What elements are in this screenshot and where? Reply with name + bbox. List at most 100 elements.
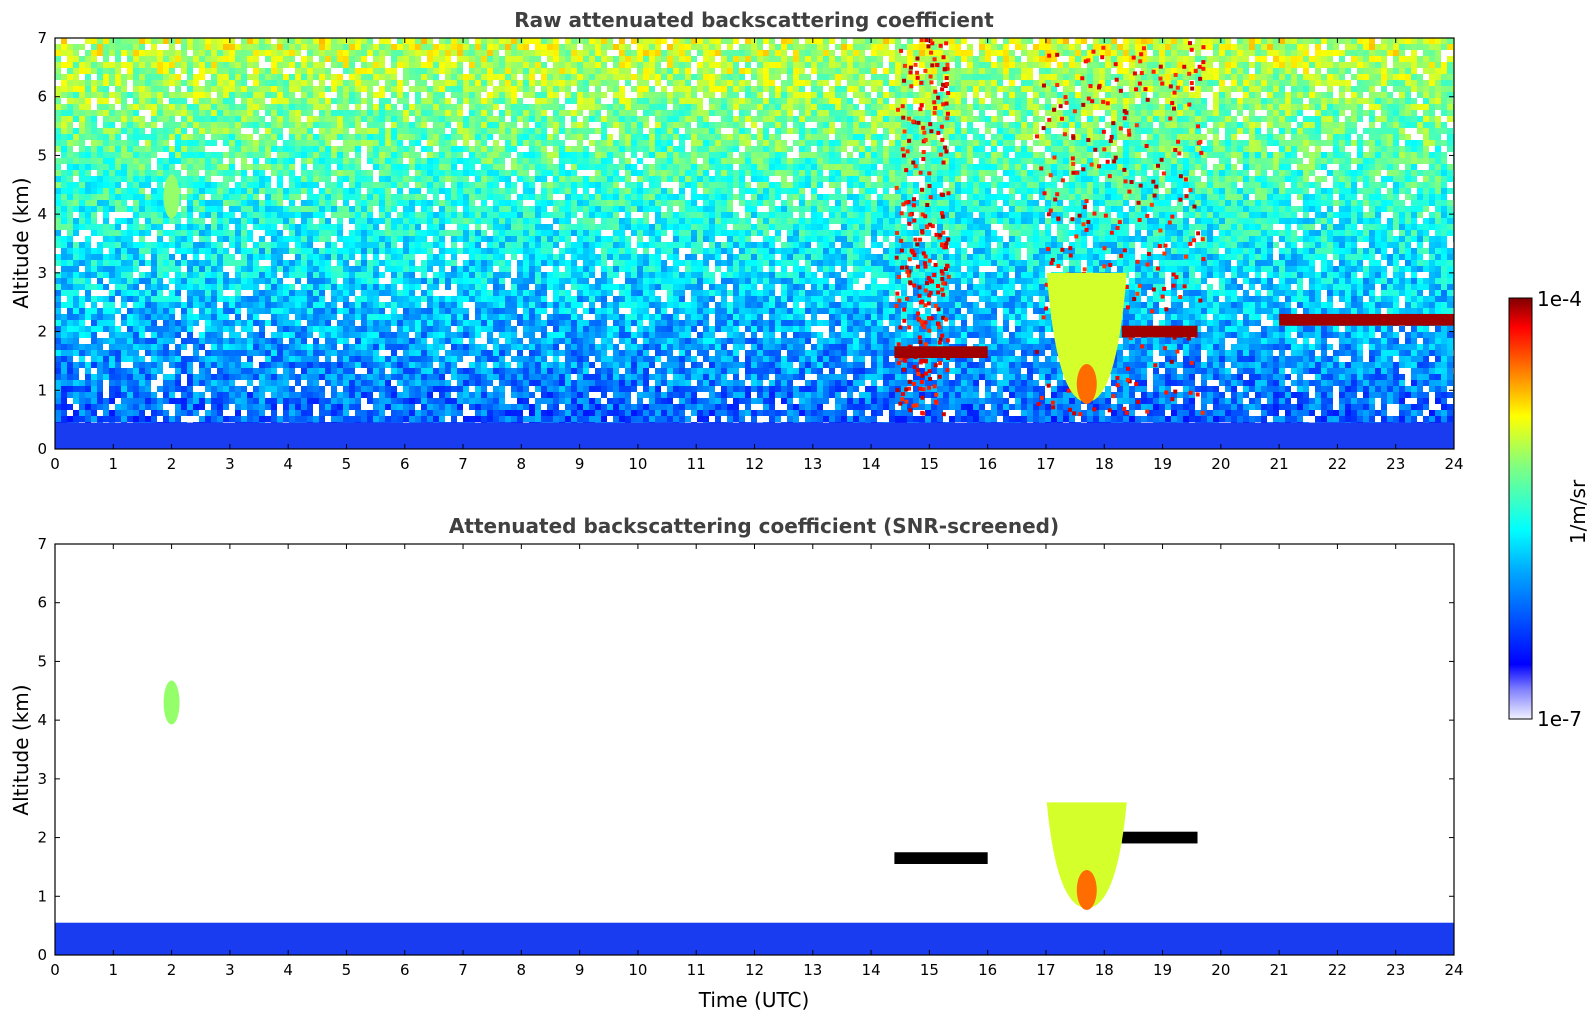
noise-cell: [937, 164, 943, 170]
noise-cell: [535, 110, 541, 116]
noise-cell: [739, 164, 745, 170]
noise-cell: [661, 152, 667, 158]
noise-cell: [199, 98, 205, 104]
noise-cell: [859, 134, 865, 140]
noise-cell: [157, 56, 163, 62]
noise-cell: [1219, 98, 1225, 104]
noise-cell: [433, 86, 439, 92]
noise-cell: [349, 74, 355, 80]
noise-cell: [283, 38, 289, 44]
noise-cell: [1093, 62, 1099, 68]
noise-cell: [307, 50, 313, 56]
noise-cell: [475, 50, 481, 56]
noise-cell: [1435, 158, 1441, 164]
noise-cell: [169, 50, 175, 56]
noise-cell: [913, 134, 919, 140]
noise-cell: [1381, 134, 1387, 140]
noise-cell: [463, 116, 469, 122]
noise-cell: [865, 152, 871, 158]
noise-cell: [487, 110, 493, 116]
noise-cell: [247, 152, 253, 158]
noise-cell: [1351, 176, 1357, 182]
noise-cell: [367, 116, 373, 122]
noise-cell: [955, 140, 961, 146]
noise-cell: [349, 62, 355, 68]
noise-cell: [511, 50, 517, 56]
noise-cell: [265, 134, 271, 140]
noise-cell: [211, 44, 217, 50]
noise-cell: [865, 80, 871, 86]
noise-cell: [1219, 146, 1225, 152]
noise-cell: [1015, 146, 1021, 152]
noise-cell: [529, 80, 535, 86]
noise-cell: [1387, 80, 1393, 86]
noise-cell: [1387, 68, 1393, 74]
noise-cell: [127, 110, 133, 116]
noise-cell: [1165, 50, 1171, 56]
noise-cell: [955, 152, 961, 158]
noise-cell: [1177, 104, 1183, 110]
noise-cell: [325, 140, 331, 146]
noise-cell: [1375, 140, 1381, 146]
noise-cell: [823, 128, 829, 134]
noise-cell: [823, 152, 829, 158]
noise-cell: [1015, 98, 1021, 104]
noise-cell: [373, 152, 379, 158]
noise-cell: [1087, 134, 1093, 140]
noise-cell: [1285, 68, 1291, 74]
noise-cell: [997, 116, 1003, 122]
noise-cell: [811, 116, 817, 122]
noise-cell: [535, 80, 541, 86]
noise-cell: [715, 146, 721, 152]
noise-cell: [1291, 74, 1297, 80]
noise-cell: [463, 122, 469, 128]
noise-cell: [967, 158, 973, 164]
noise-cell: [805, 116, 811, 122]
noise-cell: [241, 140, 247, 146]
noise-cell: [1357, 86, 1363, 92]
noise-cell: [511, 98, 517, 104]
noise-cell: [1099, 170, 1105, 176]
noise-cell: [1225, 56, 1231, 62]
noise-cell: [1405, 92, 1411, 98]
noise-cell: [127, 158, 133, 164]
noise-cell: [355, 110, 361, 116]
noise-cell: [1405, 170, 1411, 176]
noise-cell: [835, 128, 841, 134]
noise-cell: [193, 176, 199, 182]
noise-cell: [625, 170, 631, 176]
noise-cell: [1039, 152, 1045, 158]
noise-cell: [1429, 56, 1435, 62]
noise-cell: [655, 152, 661, 158]
noise-cell: [757, 140, 763, 146]
noise-cell: [559, 116, 565, 122]
noise-cell: [1411, 122, 1417, 128]
noise-cell: [1231, 170, 1237, 176]
noise-cell: [733, 116, 739, 122]
noise-cell: [1399, 170, 1405, 176]
noise-cell: [1327, 38, 1333, 44]
noise-cell: [1273, 104, 1279, 110]
noise-cell: [421, 122, 427, 128]
noise-cell: [433, 164, 439, 170]
noise-cell: [601, 50, 607, 56]
noise-cell: [175, 140, 181, 146]
noise-cell: [439, 164, 445, 170]
noise-cell: [145, 134, 151, 140]
noise-cell: [163, 140, 169, 146]
noise-cell: [637, 140, 643, 146]
noise-cell: [1339, 140, 1345, 146]
noise-cell: [301, 170, 307, 176]
noise-cell: [781, 62, 787, 68]
noise-cell: [73, 140, 79, 146]
noise-cell: [1321, 158, 1327, 164]
noise-cell: [829, 122, 835, 128]
noise-cell: [115, 170, 121, 176]
noise-cell: [853, 74, 859, 80]
noise-cell: [691, 128, 697, 134]
noise-cell: [439, 134, 445, 140]
noise-cell: [937, 56, 943, 62]
noise-cell: [415, 92, 421, 98]
noise-cell: [739, 116, 745, 122]
noise-cell: [535, 140, 541, 146]
